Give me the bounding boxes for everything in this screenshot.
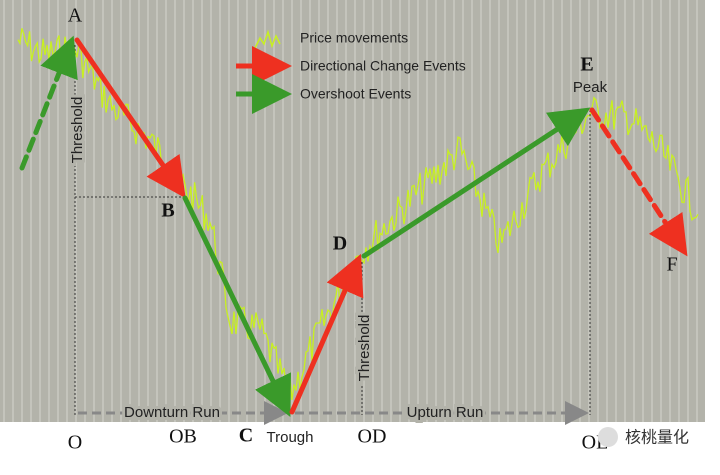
point-label: F bbox=[666, 254, 677, 276]
legend-label: Directional Change Events bbox=[300, 58, 466, 74]
annotation: Upturn Run bbox=[407, 404, 484, 421]
point-label: B bbox=[161, 200, 174, 222]
x-label: O bbox=[68, 432, 82, 454]
annotation: Peak bbox=[573, 79, 608, 96]
legend: Price movements Directional Change Event… bbox=[236, 29, 466, 114]
x-label: OB bbox=[169, 426, 197, 448]
point-label: E bbox=[580, 54, 593, 76]
annotation: Downturn Run bbox=[124, 404, 220, 421]
point-label: D bbox=[333, 233, 347, 255]
annotation: Threshold bbox=[69, 97, 86, 164]
legend-swatch bbox=[254, 29, 281, 49]
events bbox=[19, 35, 688, 418]
chart-bg bbox=[0, 0, 705, 422]
watermark: 核桃量化 bbox=[598, 427, 689, 447]
legend-label: Price movements bbox=[300, 30, 408, 46]
x-label: OD bbox=[358, 426, 387, 448]
point-label: C bbox=[239, 425, 253, 447]
legend-label: Overshoot Events bbox=[300, 86, 411, 102]
annotation: Trough bbox=[267, 429, 314, 446]
watermark-icon bbox=[598, 427, 618, 447]
annotation: Threshold bbox=[356, 315, 373, 382]
watermark-text: 核桃量化 bbox=[625, 428, 689, 447]
point-label: A bbox=[68, 5, 83, 27]
